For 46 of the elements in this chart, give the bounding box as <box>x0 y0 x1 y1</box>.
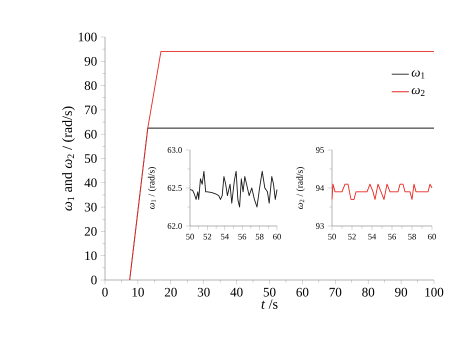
x-tick-label: 50 <box>264 288 276 297</box>
line-series <box>332 184 432 200</box>
y-axis-title: ω$_{1}$ / (rad/s) <box>148 167 156 210</box>
y-axis-title: ω$_{1}$ and ω$_{2}$ / (rad/s) <box>62 106 75 211</box>
y-tick-label: 63.0 <box>168 147 182 153</box>
x-tick-label: 56 <box>238 234 246 240</box>
y-tick-label: 40 <box>84 178 97 188</box>
x-tick-label: 40 <box>230 288 243 297</box>
x-tick-label: 60 <box>273 234 281 240</box>
y-tick-label: 90 <box>84 56 97 66</box>
x-axis-title: t /s <box>262 299 278 309</box>
y-tick-label: 70 <box>85 106 97 114</box>
y-tick-label: 62.0 <box>168 223 182 229</box>
y-tick-label: 60 <box>84 130 97 139</box>
y-tick-label: 94 <box>316 185 324 191</box>
x-tick-label: 80 <box>362 288 374 297</box>
x-tick-label: 30 <box>198 288 210 297</box>
x-tick-label: 58 <box>408 234 416 240</box>
x-tick-label: 52 <box>348 234 356 240</box>
legend-label: ω$_{1}$ <box>412 70 424 78</box>
y-tick-label: 100 <box>78 32 97 42</box>
x-tick-label: 10 <box>132 288 144 297</box>
x-tick-label: 100 <box>425 288 444 297</box>
x-tick-label: 54 <box>221 234 229 240</box>
y-axis-title: ω$_{2}$ / (rad/s) <box>296 167 305 210</box>
y-tick-label: 93 <box>316 223 324 229</box>
y-tick-label: 30 <box>84 202 97 212</box>
x-tick-label: 70 <box>330 288 342 297</box>
y-tick-label: 80 <box>84 81 97 90</box>
x-tick-label: 56 <box>388 234 396 240</box>
legend-label: ω$_{2}$ <box>412 88 425 96</box>
x-tick-label: 50 <box>328 234 336 240</box>
x-tick-label: 60 <box>296 288 308 297</box>
line-series <box>190 170 278 208</box>
x-tick-label: 60 <box>428 234 436 240</box>
x-tick-label: 54 <box>368 234 376 240</box>
y-tick-label: 0 <box>91 276 97 284</box>
y-tick-label: 95 <box>316 147 324 153</box>
x-tick-label: 58 <box>256 234 264 240</box>
x-tick-label: 50 <box>186 234 194 240</box>
x-tick-label: 0 <box>102 288 108 297</box>
y-tick-label: 50 <box>84 154 97 163</box>
x-tick-label: 52 <box>204 234 212 240</box>
y-tick-label: 62.5 <box>168 185 182 191</box>
x-tick-label: 90 <box>395 288 408 297</box>
y-tick-label: 10 <box>85 251 97 260</box>
